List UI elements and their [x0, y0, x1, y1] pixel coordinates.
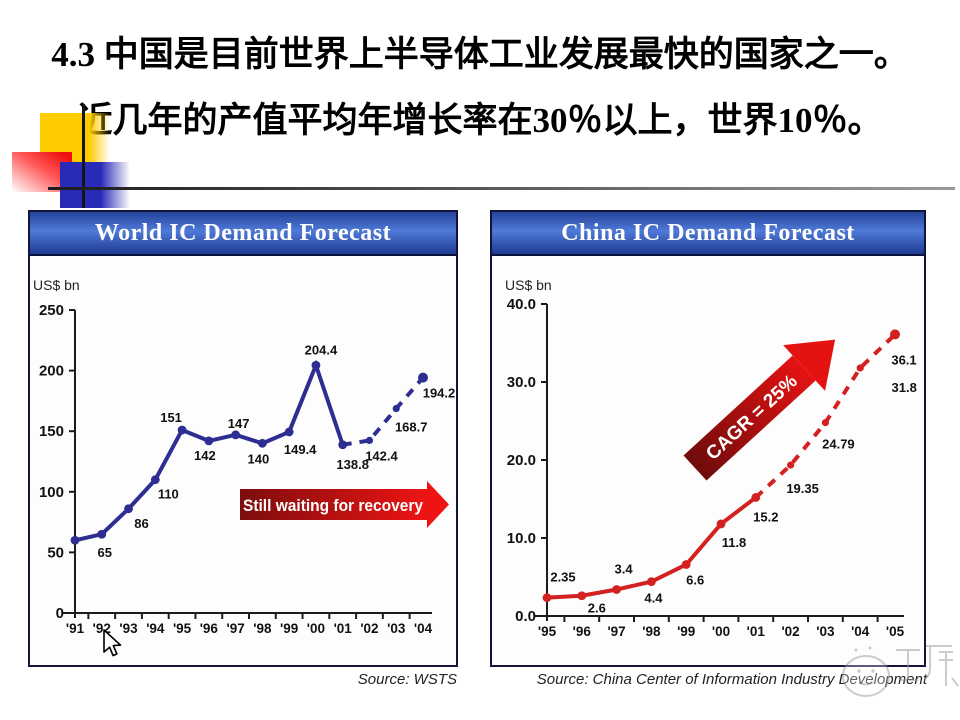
- slide-title-line2: 近几年的产值平均年增长率在30％以上，世界10％。: [77, 101, 883, 140]
- svg-text:100: 100: [39, 484, 64, 501]
- svg-text:200: 200: [39, 363, 64, 380]
- china-ic-demand-chart: US$ bn 0.0 10.0 20.0 30.0 40.0 '95 '96 '97 '98 '9…: [505, 277, 917, 639]
- svg-text:65: 65: [98, 545, 112, 560]
- svg-text:'03: '03: [816, 624, 835, 639]
- svg-text:'98: '98: [253, 621, 272, 636]
- svg-text:'00: '00: [307, 621, 325, 636]
- svg-text:24.79: 24.79: [822, 437, 855, 452]
- recovery-banner-label: Still waiting for recovery: [243, 496, 423, 515]
- svg-text:204.4: 204.4: [305, 342, 338, 357]
- svg-text:'93: '93: [119, 621, 138, 636]
- svg-text:15.2: 15.2: [753, 509, 778, 524]
- svg-text:151: 151: [160, 410, 182, 425]
- world-chart-unit-label: US$ bn: [33, 277, 80, 293]
- svg-text:147: 147: [228, 416, 250, 431]
- svg-text:250: 250: [39, 302, 64, 319]
- slide-title: 4.3 中国是目前世界上半导体工业发展最快的国家之一。 近几年的产值平均年增长率…: [30, 22, 930, 154]
- svg-text:40.0: 40.0: [507, 296, 536, 313]
- svg-text:'97: '97: [607, 624, 625, 639]
- svg-text:19.35: 19.35: [786, 481, 819, 496]
- svg-text:'02: '02: [360, 621, 378, 636]
- svg-text:86: 86: [134, 516, 148, 531]
- svg-text:168.7: 168.7: [395, 420, 428, 435]
- svg-text:'96: '96: [573, 624, 592, 639]
- svg-text:0: 0: [56, 605, 64, 622]
- decoration-vertical-line: [82, 104, 85, 208]
- svg-text:4.4: 4.4: [644, 591, 663, 606]
- world-chart-source: Source: WSTS: [357, 671, 457, 688]
- svg-text:'00: '00: [712, 624, 730, 639]
- china-chart-unit-label: US$ bn: [505, 277, 552, 293]
- cagr-label: CAGR = 25%: [702, 371, 802, 465]
- svg-text:2.35: 2.35: [550, 570, 575, 585]
- china-chart-source: Source: China Center of Information Indu…: [536, 671, 927, 688]
- decoration-horizontal-rule: [48, 187, 955, 190]
- svg-text:110: 110: [158, 487, 179, 502]
- svg-text:'04: '04: [414, 621, 433, 636]
- decoration-blue-square: [60, 162, 130, 208]
- svg-text:36.1: 36.1: [891, 352, 916, 367]
- svg-text:3.4: 3.4: [615, 561, 634, 576]
- world-ic-chart-panel: World IC Demand Forecast US$ bn 0 50 100 15…: [28, 210, 458, 667]
- svg-text:140: 140: [248, 451, 270, 466]
- watermark-logo-icon: [842, 645, 959, 697]
- china-ic-chart-title: China IC Demand Forecast: [492, 212, 924, 256]
- svg-text:0.0: 0.0: [515, 608, 536, 625]
- svg-text:138.8: 138.8: [336, 457, 369, 472]
- cagr-arrow: CAGR = 25%: [683, 339, 836, 481]
- svg-text:'96: '96: [200, 621, 219, 636]
- svg-text:'98: '98: [642, 624, 661, 639]
- world-ic-demand-chart: US$ bn 050100150200250'91'92'93'94'95'96…: [33, 277, 456, 636]
- svg-text:'03: '03: [387, 621, 406, 636]
- svg-text:11.8: 11.8: [722, 535, 747, 550]
- svg-text:'01: '01: [747, 624, 766, 639]
- svg-text:6.6: 6.6: [686, 573, 704, 588]
- svg-text:'04: '04: [851, 624, 870, 639]
- svg-text:150: 150: [39, 423, 64, 440]
- world-ic-chart-title: World IC Demand Forecast: [30, 212, 456, 256]
- svg-text:'95: '95: [538, 624, 557, 639]
- svg-text:142.4: 142.4: [365, 448, 398, 463]
- recovery-banner-arrow: Still waiting for recovery: [240, 481, 449, 528]
- svg-text:30.0: 30.0: [507, 374, 536, 391]
- svg-text:149.4: 149.4: [284, 442, 317, 457]
- svg-text:'99: '99: [677, 624, 695, 639]
- svg-text:194.2: 194.2: [423, 386, 456, 401]
- svg-text:'94: '94: [146, 621, 165, 636]
- svg-text:'91: '91: [66, 621, 85, 636]
- svg-text:50: 50: [47, 544, 64, 561]
- mouse-cursor-icon: [103, 629, 122, 657]
- svg-text:'95: '95: [173, 621, 192, 636]
- svg-text:142: 142: [194, 448, 216, 463]
- svg-text:10.0: 10.0: [507, 530, 536, 547]
- svg-text:'02: '02: [781, 624, 799, 639]
- svg-text:31.8: 31.8: [892, 380, 917, 395]
- svg-text:20.0: 20.0: [507, 452, 536, 469]
- svg-text:'01: '01: [334, 621, 353, 636]
- slide-title-line1: 4.3 中国是目前世界上半导体工业发展最快的国家之一。: [51, 35, 909, 74]
- svg-text:'05: '05: [886, 624, 905, 639]
- svg-text:2.6: 2.6: [588, 601, 606, 616]
- svg-text:'97: '97: [226, 621, 244, 636]
- china-ic-chart-panel: China IC Demand Forecast US$ bn 0.0 10.0 2…: [490, 210, 926, 667]
- svg-text:'99: '99: [280, 621, 298, 636]
